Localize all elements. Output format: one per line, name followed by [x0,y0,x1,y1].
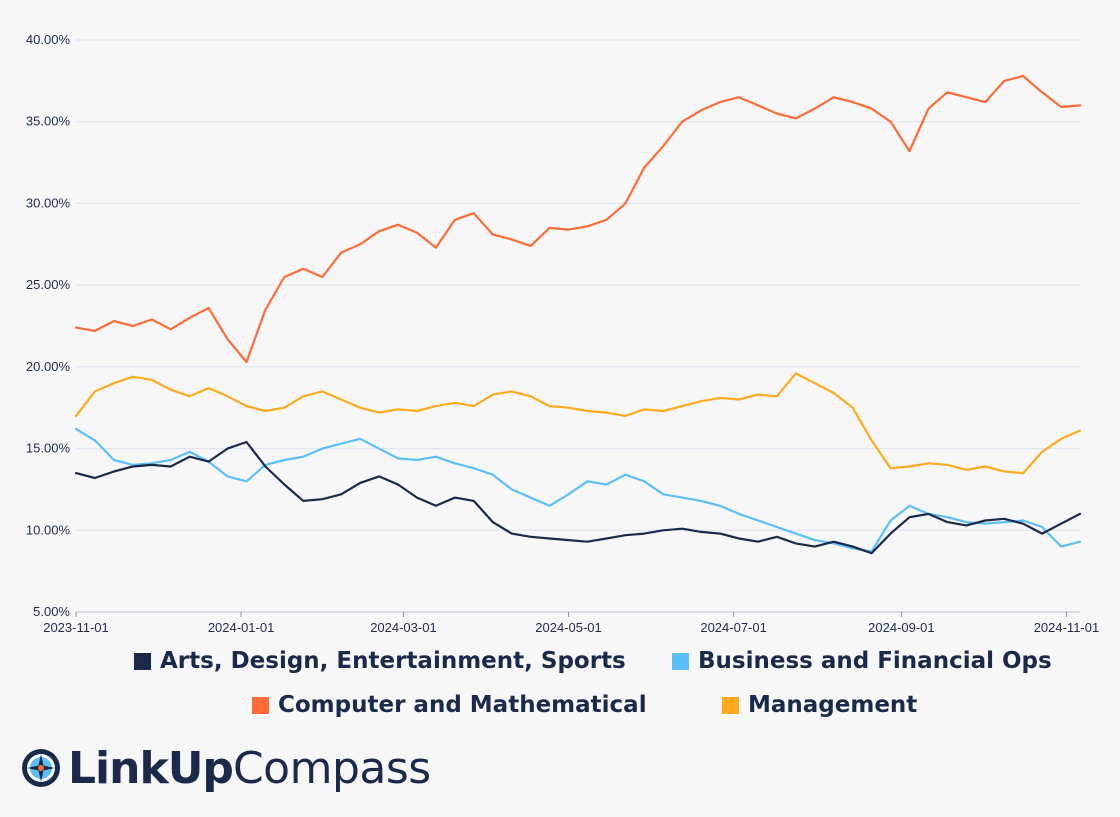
y-tick-label: 20.00% [26,359,71,374]
legend-item-business: Business and Financial Ops [672,648,1052,674]
y-tick-label: 30.00% [26,195,71,210]
x-tick-label: 2023-11-01 [43,620,109,635]
x-tick-label: 2024-01-01 [208,620,275,635]
legend-swatch-computer [252,696,269,714]
series-line-business-and-financial-ops [74,427,1082,553]
legend-label-arts: Arts, Design, Entertainment, Sports [160,648,626,674]
legend-item-arts: Arts, Design, Entertainment, Sports [134,648,626,674]
brand-name-light: Compass [232,742,431,794]
legend-swatch-arts [134,652,151,670]
series-line-arts-design-entertainment-sports [74,440,1082,555]
gridlines [76,39,1080,613]
y-tick-label: 10.00% [26,522,71,537]
compass-icon [22,749,60,787]
series-line-computer-and-mathematical [74,74,1082,364]
y-tick-label: 25.00% [26,277,71,292]
x-tick-label: 2024-03-01 [370,620,437,635]
y-tick-label: 5.00% [33,604,70,619]
brand-name-bold: LinkUp [68,742,234,794]
y-tick-label: 35.00% [26,114,71,129]
brand-logo: LinkUp Compass [20,738,431,798]
legend-swatch-business [672,652,689,670]
series-lines [74,74,1082,555]
y-tick-label: 15.00% [26,441,71,456]
x-tick-label: 2024-07-01 [700,620,767,635]
legend-swatch-management [722,696,739,714]
legend-item-management: Management [722,692,917,718]
y-tick-label: 40.00% [26,32,71,47]
x-tick-label: 2024-05-01 [535,620,602,635]
axes: 5.00% 10.00% 15.00% 20.00% 25.00% 30.00% 35.00… [26,32,1099,635]
legend-label-computer: Computer and Mathematical [278,692,647,718]
x-tick-label: 2024-11-01 [1034,620,1100,635]
series-line-management [74,372,1082,475]
line-chart: 5.00% 10.00% 15.00% 20.00% 25.00% 30.00% 35.00… [26,32,1099,635]
legend-label-business: Business and Financial Ops [698,648,1052,674]
x-tick-label: 2024-09-01 [868,620,935,635]
legend-item-computer: Computer and Mathematical [252,692,647,718]
legend-label-management: Management [748,692,918,718]
